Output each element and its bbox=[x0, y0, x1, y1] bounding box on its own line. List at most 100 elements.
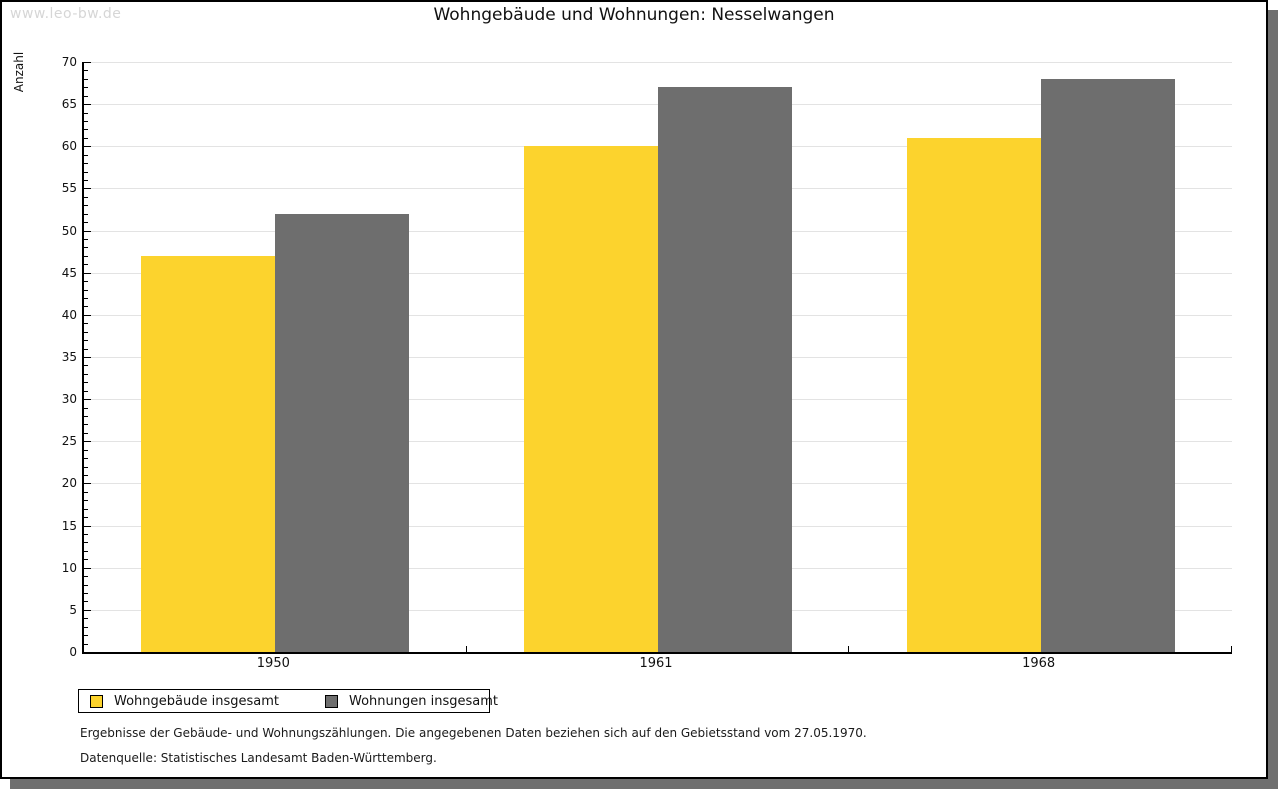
bar-1961-series0 bbox=[524, 146, 658, 652]
y-tick-label: 40 bbox=[61, 307, 77, 322]
y-axis-tick bbox=[84, 264, 88, 266]
y-axis-tick bbox=[84, 137, 88, 139]
y-axis-tick bbox=[84, 508, 88, 510]
x-tick-label: 1950 bbox=[256, 656, 290, 671]
y-axis-tick bbox=[84, 95, 88, 97]
y-axis-tick bbox=[84, 475, 88, 476]
bar-1950-series0 bbox=[141, 255, 276, 652]
y-axis-tick bbox=[84, 449, 88, 451]
bar-1961-series1 bbox=[658, 87, 792, 652]
y-axis-tick bbox=[84, 609, 91, 611]
y-axis-tick bbox=[84, 500, 88, 502]
y-axis-tick bbox=[84, 365, 88, 367]
y-axis-tick bbox=[84, 559, 88, 561]
y-axis-tick bbox=[84, 171, 88, 173]
y-tick-label: 20 bbox=[61, 476, 77, 491]
y-axis-tick bbox=[84, 272, 91, 274]
y-axis-tick bbox=[84, 491, 88, 493]
y-axis-tick bbox=[84, 78, 88, 80]
y-axis-tick bbox=[84, 163, 88, 165]
gridline bbox=[84, 62, 1232, 63]
y-axis-tick bbox=[84, 87, 88, 89]
y-axis-tick bbox=[84, 593, 88, 594]
y-tick-label: 25 bbox=[61, 434, 77, 449]
y-axis-tick bbox=[84, 635, 88, 637]
y-axis-tick bbox=[84, 154, 88, 156]
y-axis-tick bbox=[84, 458, 88, 460]
y-axis-tick bbox=[84, 230, 91, 232]
y-axis-tick bbox=[84, 483, 91, 485]
legend-swatch-icon bbox=[90, 694, 103, 708]
y-axis-tick bbox=[84, 525, 91, 527]
legend-label: Wohngebäude insgesamt bbox=[114, 693, 279, 709]
x-axis-tick bbox=[466, 646, 467, 652]
y-tick-label: 30 bbox=[61, 392, 77, 407]
footnote-source-note: Ergebnisse der Gebäude- und Wohnungszähl… bbox=[80, 726, 867, 740]
y-tick-label: 50 bbox=[61, 223, 77, 238]
y-axis-tick bbox=[84, 112, 88, 114]
y-axis-tick bbox=[84, 441, 91, 443]
y-axis-tick bbox=[84, 567, 91, 569]
chart-canvas: www.leo-bw.de Wohngebäude und Wohnungen:… bbox=[0, 0, 1268, 779]
y-axis-tick bbox=[84, 416, 88, 417]
y-axis-tick bbox=[84, 222, 88, 224]
y-axis-tick bbox=[84, 432, 88, 434]
y-tick-label: 60 bbox=[61, 139, 77, 154]
x-tick-label: 1968 bbox=[1022, 656, 1056, 671]
y-axis-tick bbox=[84, 584, 88, 586]
y-tick-label: 55 bbox=[61, 181, 77, 196]
y-tick-label: 70 bbox=[61, 55, 77, 69]
y-axis-tick bbox=[84, 357, 91, 358]
y-axis-tick bbox=[84, 626, 88, 628]
y-axis-tick bbox=[84, 399, 91, 401]
legend-item: Wohngebäude insgesamt bbox=[90, 694, 279, 709]
y-axis-tick bbox=[84, 534, 88, 535]
y-axis-tick bbox=[84, 576, 88, 578]
y-axis-tick bbox=[84, 129, 88, 131]
y-axis-tick bbox=[84, 517, 88, 519]
y-axis-tick bbox=[84, 643, 88, 645]
y-axis-tick bbox=[84, 314, 91, 316]
y-tick-label: 65 bbox=[61, 97, 77, 112]
y-axis-label: Anzahl bbox=[12, 51, 26, 93]
y-tick-label: 35 bbox=[61, 350, 77, 364]
y-axis-tick bbox=[84, 196, 88, 198]
y-axis-tick bbox=[84, 62, 91, 63]
y-axis-tick bbox=[84, 390, 88, 392]
y-axis-tick bbox=[84, 146, 91, 148]
y-axis-tick bbox=[84, 542, 88, 544]
y-axis-tick bbox=[84, 373, 88, 375]
y-axis-tick bbox=[84, 298, 88, 299]
legend-label: Wohnungen insgesamt bbox=[349, 693, 498, 709]
chart-title: Wohngebäude und Wohnungen: Nesselwangen bbox=[433, 5, 835, 25]
y-axis-tick bbox=[84, 188, 91, 190]
y-axis-tick bbox=[84, 340, 88, 342]
watermark: www.leo-bw.de bbox=[10, 6, 122, 22]
y-axis-tick bbox=[84, 306, 88, 308]
y-axis-tick bbox=[84, 281, 88, 283]
y-tick-label: 10 bbox=[61, 560, 77, 575]
y-axis-tick bbox=[84, 255, 88, 257]
y-tick-label: 15 bbox=[61, 518, 77, 533]
y-axis-tick bbox=[84, 289, 88, 291]
plot-area bbox=[82, 62, 1232, 654]
y-axis-tick bbox=[84, 205, 88, 207]
y-axis-tick bbox=[84, 121, 88, 122]
y-axis-tick bbox=[84, 213, 88, 215]
y-axis-tick bbox=[84, 618, 88, 620]
y-axis-tick bbox=[84, 601, 88, 603]
x-tick-label: 1961 bbox=[639, 656, 673, 671]
y-axis-tick bbox=[84, 407, 88, 409]
legend-item: Wohnungen insgesamt bbox=[325, 694, 498, 709]
y-tick-label: 5 bbox=[69, 602, 77, 617]
y-axis-tick bbox=[84, 550, 88, 552]
y-axis-tick bbox=[84, 239, 88, 240]
y-axis-tick bbox=[84, 247, 88, 249]
y-axis-tick bbox=[84, 323, 88, 325]
y-axis-tick bbox=[84, 382, 88, 384]
legend-swatch-icon bbox=[325, 694, 338, 708]
footnote-data-source: Datenquelle: Statistisches Landesamt Bad… bbox=[80, 751, 437, 765]
x-axis-tick bbox=[1231, 646, 1232, 652]
y-axis-tick bbox=[84, 424, 88, 426]
bar-1968-series0 bbox=[906, 137, 1041, 652]
